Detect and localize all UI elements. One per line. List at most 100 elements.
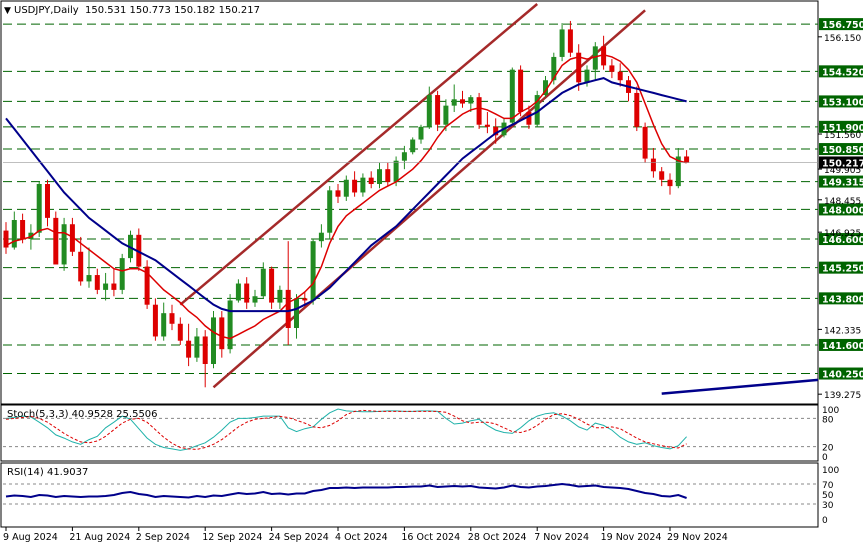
candle-body: [659, 171, 665, 180]
level-label-bg: [819, 18, 863, 31]
y-tick-label: 139.275: [824, 391, 861, 401]
candle-body: [650, 158, 656, 172]
rsi-panel: [0, 462, 819, 528]
candle-body: [28, 232, 34, 240]
x-tick-label: 29 Nov 2024: [667, 532, 728, 543]
candle-body: [534, 95, 540, 125]
candle-body: [667, 179, 673, 187]
candle-body: [576, 52, 582, 83]
channel-lower-line: [212, 9, 646, 389]
candle-body: [360, 177, 366, 193]
fast-ma-line: [5, 54, 687, 340]
candle-body: [460, 99, 465, 104]
candle-body: [119, 258, 125, 290]
candle-body: [559, 29, 565, 57]
candle-body: [468, 97, 474, 104]
candle-body: [352, 179, 358, 193]
candle-body: [252, 296, 258, 303]
candle-body: [609, 65, 615, 72]
candle-body: [144, 266, 150, 305]
candle-body: [310, 241, 316, 301]
candle-body: [186, 340, 192, 358]
candle-body: [592, 46, 598, 70]
candle-body: [3, 230, 9, 248]
candle-body: [410, 139, 416, 153]
level-label-bg: [819, 120, 863, 133]
candle-body: [260, 268, 266, 297]
candle-body: [202, 336, 208, 364]
candle-body: [526, 112, 532, 125]
candle-body: [244, 283, 250, 303]
candle-body: [584, 69, 590, 83]
slow-ma-line: [5, 77, 687, 313]
level-label: 154.520: [822, 67, 864, 78]
candle-body: [318, 232, 324, 242]
horizontal-levels: 156.750 154.520 153.100 151.900 150.850 149.3…: [3, 18, 864, 381]
x-tick-label: 21 Aug 2024: [69, 532, 130, 543]
candle-body: [335, 190, 341, 197]
candle-body: [385, 169, 391, 182]
level-label: 151.900: [822, 123, 864, 134]
x-tick-label: 7 Nov 2024: [534, 532, 589, 543]
candle-body: [103, 283, 109, 290]
level-label-bg: [819, 367, 863, 380]
candle-body: [20, 220, 26, 240]
symbol-label: USDJPY,Daily: [14, 5, 79, 16]
y-tick-label: 142.335: [824, 326, 861, 336]
candle-body: [277, 289, 283, 303]
rsi-tick-label: 70: [822, 481, 834, 491]
level-label-bg: [819, 175, 863, 188]
candle-body: [675, 156, 681, 187]
rsi-line: [5, 482, 687, 499]
x-tick-label: 9 Aug 2024: [3, 532, 58, 543]
x-tick-label: 4 Oct 2024: [335, 532, 388, 543]
candle-body: [343, 179, 349, 197]
level-label: 145.250: [822, 264, 864, 275]
candle-body: [235, 283, 241, 301]
candle-body: [401, 152, 407, 161]
level-label: 141.600: [822, 341, 864, 352]
candle-body: [194, 336, 200, 358]
candle-body: [177, 323, 183, 341]
candle-body: [161, 313, 167, 337]
trend-channel: [179, 3, 819, 395]
candle-body: [451, 99, 457, 106]
rsi-tick-label: 50: [822, 491, 834, 501]
x-tick-label: 16 Oct 2024: [401, 532, 460, 543]
candle-body: [634, 92, 640, 127]
level-label-bg: [819, 292, 863, 305]
candle-body: [285, 289, 291, 328]
candle-body: [377, 169, 382, 184]
channel-upper-line: [179, 3, 539, 306]
y-tick-label: 146.925: [824, 229, 861, 239]
price-axis: 156.150 151.560 149.905 148.455 146.925 142.3…: [3, 34, 864, 401]
rsi-tick-label: 100: [822, 466, 839, 476]
candle-body: [294, 298, 299, 328]
level-label: 148.000: [822, 205, 864, 216]
moving-averages: [5, 54, 687, 340]
candle-body: [476, 97, 482, 125]
level-label-bg: [819, 261, 863, 274]
level-label: 156.750: [822, 20, 864, 31]
stoch-tick-label: 0: [822, 453, 828, 463]
candle-body: [327, 190, 333, 233]
candle-body: [69, 224, 75, 252]
stoch-tick-label: 100: [822, 406, 839, 416]
candle-body: [551, 56, 557, 81]
level-label: 150.850: [822, 145, 864, 156]
x-tick-label: 2 Sep 2024: [136, 532, 190, 543]
stoch-main-line: [5, 408, 687, 451]
stoch-tick-label: 80: [822, 415, 834, 425]
candle-body: [509, 69, 515, 123]
level-label: 153.100: [822, 97, 864, 108]
y-tick-label: 151.560: [824, 131, 861, 141]
y-tick-label: 156.150: [824, 34, 861, 44]
level-label-bg: [819, 338, 863, 351]
candle-body: [418, 126, 424, 140]
candle-body: [567, 29, 573, 53]
candle-body: [53, 217, 59, 265]
collapse-triangle-icon[interactable]: ▼: [4, 6, 11, 16]
long-term-trendline: [661, 378, 819, 395]
